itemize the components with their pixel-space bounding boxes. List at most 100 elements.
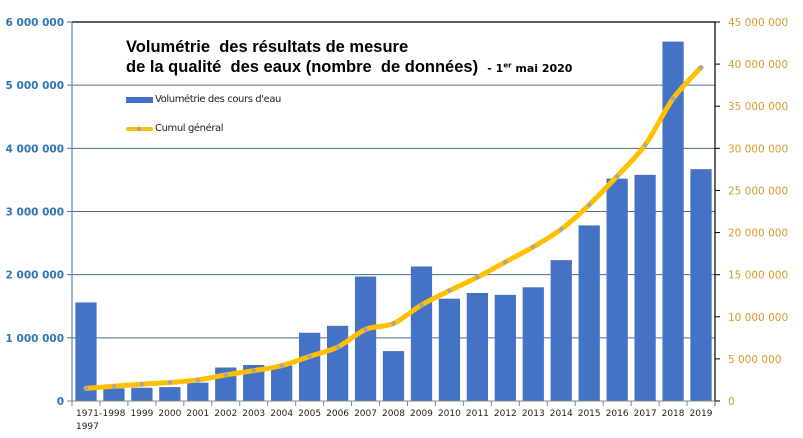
subtitle-rest: mai 2020: [511, 62, 573, 75]
right-tick-label: 5 000 000: [728, 354, 781, 366]
line-marker: [698, 64, 704, 71]
bar: [382, 351, 405, 401]
right-tick-label: 20 000 000: [728, 228, 788, 240]
left-axis-labels: 0 1 000 000 2 000 000 3 000 000 4 000 000 5 0…: [6, 17, 64, 408]
bar: [159, 387, 181, 401]
bar: [187, 382, 209, 401]
line-marker: [530, 244, 537, 250]
bar: [634, 174, 656, 401]
subtitle-sup: er: [503, 61, 512, 70]
bar: [410, 266, 433, 401]
left-tick-label: 2 000 000: [6, 270, 64, 282]
bar: [578, 225, 600, 401]
x-tick-label: 2019: [690, 409, 713, 419]
x-tick-label: 2010: [438, 409, 461, 419]
line-marker: [83, 385, 89, 392]
x-tick-label: 1971-: [76, 409, 102, 419]
bar: [271, 365, 293, 401]
left-tick-label: 1 000 000: [6, 333, 64, 345]
bar: [550, 260, 572, 401]
subtitle-day: 1: [495, 62, 504, 75]
legend-entry-bars: Volumétrie des cours d'eau: [126, 94, 281, 105]
line-marker: [642, 142, 648, 148]
bar: [606, 178, 628, 401]
bar: [438, 298, 461, 401]
left-tick-label: 0: [57, 396, 64, 408]
bar: [522, 287, 544, 401]
x-tick-label: 2000: [158, 409, 181, 419]
legend-bar-swatch: [126, 96, 153, 103]
right-tick-label: 35 000 000: [728, 101, 788, 113]
x-tick-label: 1997: [76, 422, 99, 432]
right-tick-label: 25 000 000: [728, 185, 788, 197]
x-tick-label: 2006: [326, 409, 349, 419]
bar: [690, 169, 712, 401]
x-tick-label: 2018: [662, 409, 685, 419]
legend-label-bars: Volumétrie des cours d'eau: [155, 94, 281, 105]
line-marker: [586, 201, 593, 208]
chart-subtitle: - 1er mai 2020: [487, 61, 573, 75]
bar: [131, 387, 153, 401]
x-tick-label: 2015: [578, 409, 601, 419]
right-tick-label: 10 000 000: [728, 312, 788, 324]
left-tick-label: 5 000 000: [6, 80, 64, 92]
chart-title-line2-text: de la qualité des eaux (nombre de donnée…: [126, 58, 479, 76]
bar: [466, 292, 488, 401]
line-marker: [614, 173, 620, 179]
left-tick-label: 6 000 000: [6, 17, 64, 29]
x-tick-label: 2004: [270, 409, 293, 419]
x-tick-label: 2013: [522, 409, 545, 419]
x-tick-label: 2016: [606, 409, 629, 419]
subtitle-prefix: -: [487, 62, 496, 75]
right-tick-label: 30 000 000: [728, 143, 788, 155]
x-tick-label: 2008: [382, 409, 405, 419]
bar: [75, 302, 97, 401]
left-tick-label: 4 000 000: [6, 143, 64, 155]
line-marker: [502, 259, 509, 265]
bar: [354, 276, 377, 401]
line-marker: [558, 226, 565, 233]
axes: [67, 21, 720, 406]
right-tick-label: 15 000 000: [728, 270, 788, 282]
line-marker: [446, 287, 453, 294]
line-marker: [278, 362, 285, 369]
bar: [494, 294, 516, 401]
line-marker: [111, 383, 117, 390]
line-marker: [362, 326, 369, 333]
line-marker: [306, 353, 313, 360]
line-marker: [222, 372, 229, 378]
x-tick-label: 2007: [354, 409, 377, 419]
x-tick-label: 1999: [130, 409, 153, 419]
line-marker: [418, 302, 425, 308]
bar: [103, 388, 125, 401]
right-tick-label: 40 000 000: [728, 59, 788, 71]
line-marker: [334, 344, 341, 350]
x-tick-label: 2012: [494, 409, 517, 419]
line-series: [83, 64, 704, 392]
legend-line-swatch: [126, 126, 153, 131]
line-marker: [474, 274, 481, 281]
left-tick-label: 3 000 000: [6, 207, 64, 219]
bar: [326, 325, 349, 401]
x-tick-label: 1998: [102, 409, 125, 419]
x-tick-label: 2017: [634, 409, 657, 419]
x-tick-label: 2003: [242, 409, 265, 419]
bar: [662, 41, 684, 401]
line-marker: [139, 381, 145, 387]
bar: [299, 332, 321, 401]
line-marker: [250, 367, 257, 374]
legend-entry-line: Cumul général: [126, 123, 224, 134]
x-tick-label: 2001: [186, 409, 209, 419]
right-tick-label: 0: [728, 396, 735, 408]
x-tick-label: 2011: [466, 409, 489, 419]
chart-title-line1: Volumétrie des résultats de mesure: [126, 38, 409, 56]
right-tick-label: 45 000 000: [728, 17, 788, 29]
x-tick-label: 2002: [214, 409, 237, 419]
line-marker: [167, 379, 173, 386]
line-marker: [194, 377, 201, 383]
line-marker: [670, 95, 676, 102]
bar-series: [75, 41, 712, 401]
line-marker: [390, 320, 397, 327]
